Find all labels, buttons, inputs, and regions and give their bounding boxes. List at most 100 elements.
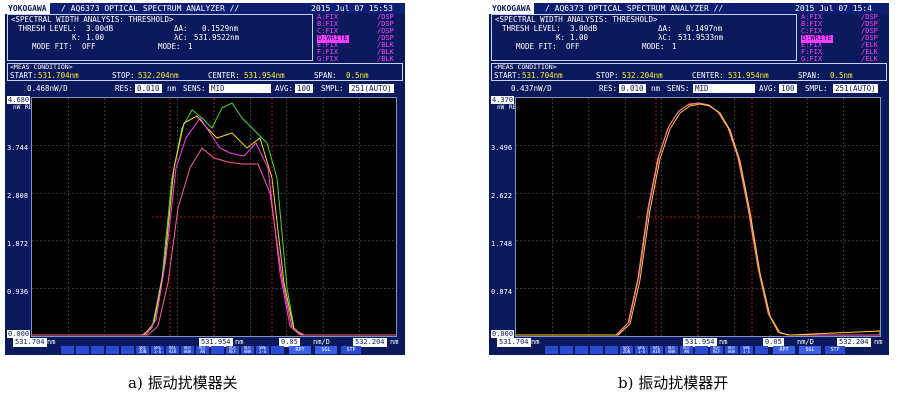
sens-field[interactable]: MID <box>693 84 755 93</box>
mode-label: MODE: <box>642 42 665 51</box>
softkey-2[interactable] <box>560 346 573 354</box>
softkey-src-1g[interactable]: SRC 1-G <box>151 346 164 354</box>
smpl-label: SMPL: <box>805 84 828 93</box>
delta-lambda-value: 0.1529nm <box>202 24 239 33</box>
softkey-2[interactable] <box>76 346 89 354</box>
softkey-4[interactable] <box>590 346 603 354</box>
softkey-3[interactable] <box>575 346 588 354</box>
x-start-unit: nm <box>531 338 540 346</box>
trace-e-status[interactable]: E:FIX <box>801 41 823 49</box>
span-value: 0.5nm <box>830 71 853 80</box>
trace-c-status[interactable]: C:FIX <box>317 27 339 35</box>
softkey-4[interactable] <box>106 346 119 354</box>
trace-b-status[interactable]: B:FIX <box>801 20 823 28</box>
y-tick-4: 0.874 <box>491 288 513 296</box>
smpl-field[interactable]: 251(AUTO) <box>833 84 878 93</box>
trace-e-disp: /BLK <box>377 41 394 49</box>
y-tick-2: 2.622 <box>491 192 513 200</box>
res-field[interactable]: 0.010 <box>135 84 162 93</box>
softkey-swe-1g[interactable]: SWE 1-G <box>256 346 269 354</box>
center-label: CENTER: <box>208 71 240 80</box>
trace-b-status[interactable]: B:FIX <box>317 20 339 28</box>
single-button[interactable]: SGL <box>315 346 337 354</box>
thresh-label: THRESH LEVEL: <box>502 24 561 33</box>
span-label: SPAN: <box>798 71 821 80</box>
softkey-aut-an[interactable]: AUT AN <box>196 346 209 354</box>
y-tick-3: 1.748 <box>491 240 513 248</box>
spectrum-plot-a <box>32 98 396 336</box>
trace-c-disp: /DSP <box>377 27 394 35</box>
res-field[interactable]: 0.010 <box>619 84 646 93</box>
trace-a-status[interactable]: A:FIX <box>801 13 823 21</box>
x-axis-row: 531.704 nm 531.954 nm 0.05 nm/D 532.204 … <box>491 338 887 347</box>
single-button[interactable]: SGL <box>799 346 821 354</box>
spectrum-graph[interactable] <box>515 97 881 337</box>
trace-a-status[interactable]: A:FIX <box>317 13 339 21</box>
start-label: START: <box>494 71 522 80</box>
trace-b-disp: /DSP <box>377 20 394 28</box>
softkey-1[interactable] <box>61 346 74 354</box>
softkey-15[interactable] <box>271 346 284 354</box>
stop-value: 532.204nm <box>622 71 663 80</box>
softkey-aut-ref[interactable]: AUT REF <box>226 346 239 354</box>
thresh-value: 3.00dB <box>86 24 114 33</box>
softkey-src-1g[interactable]: SRC 1-G <box>635 346 648 354</box>
caption-b: b) 振动扰模器开 <box>618 374 729 392</box>
x-axis-row: 531.704 nm 531.954 nm 0.05 nm/D 532.204 … <box>7 338 403 347</box>
softkey-5[interactable] <box>605 346 618 354</box>
trace-status-list: A:FIX B:FIX C:FIX D:WRITE E:FIX F:FIX G:… <box>801 13 887 63</box>
softkey-aut-an[interactable]: AUT AN <box>680 346 693 354</box>
trace-e-status[interactable]: E:FIX <box>317 41 339 49</box>
softkey-15[interactable] <box>755 346 768 354</box>
trace-f-status[interactable]: F:FIX <box>801 48 823 56</box>
avg-field[interactable]: 100 <box>779 84 797 93</box>
x-div: 0.05 <box>763 338 784 347</box>
softkey-src-zon[interactable]: SRC ZON <box>136 346 149 354</box>
trace-b-disp: /DSP <box>861 20 878 28</box>
spectral-width-panel: <SPECTRAL WIDTH ANALYSIS: THRESHOLD> THR… <box>7 14 313 61</box>
softkey-aut-ana[interactable]: AUT ANA <box>181 346 194 354</box>
softkey-aut-ref[interactable]: AUT REF <box>710 346 723 354</box>
repeat-button[interactable]: RPT <box>773 346 795 354</box>
softkey-swe-1g[interactable]: SWE 1-G <box>740 346 753 354</box>
sens-field[interactable]: MID <box>209 84 271 93</box>
softkey-11[interactable] <box>695 346 708 354</box>
yokogawa-logo: YOKOGAWA <box>5 3 50 14</box>
spectrum-plot-b <box>516 98 880 336</box>
spectrum-graph[interactable] <box>31 97 397 337</box>
stop-button[interactable]: STP <box>341 346 361 354</box>
softkey-aut-ana-2[interactable]: AUT ANA <box>241 346 254 354</box>
trace-g-disp: /ELK <box>861 55 878 63</box>
modefit-value: OFF <box>566 42 580 51</box>
trace-d-disp: /DSP <box>377 34 394 42</box>
avg-label: AVG: <box>759 84 778 93</box>
caption-a: a) 振动扰模器关 <box>128 374 238 392</box>
x-div: 0.05 <box>279 338 300 347</box>
k-value: 1.00 <box>86 33 105 42</box>
repeat-button[interactable]: RPT <box>289 346 311 354</box>
softkey-11[interactable] <box>211 346 224 354</box>
avg-field[interactable]: 100 <box>295 84 313 93</box>
x-div-unit: nm/D <box>797 338 814 346</box>
softkey-vac-air[interactable]: VAC AIR <box>650 346 663 354</box>
softkey-aut-ana[interactable]: AUT ANA <box>665 346 678 354</box>
cond-header: <MEAS CONDITION> <box>10 63 73 71</box>
softkey-1[interactable] <box>545 346 558 354</box>
softkey-aut-ana-2[interactable]: AUT ANA <box>725 346 738 354</box>
softkey-src-zon[interactable]: SRC ZON <box>620 346 633 354</box>
datetime: 2015 Jul 07 15:53 <box>311 4 393 13</box>
stop-button[interactable]: STP <box>825 346 845 354</box>
trace-d-status[interactable]: D:WRITE <box>801 34 833 43</box>
softkey-5[interactable] <box>121 346 134 354</box>
trace-c-status[interactable]: C:FIX <box>801 27 823 35</box>
y-top-value: 4.680 <box>7 96 31 104</box>
trace-g-status[interactable]: G:FIX <box>801 55 823 63</box>
trace-f-status[interactable]: F:FIX <box>317 48 339 56</box>
smpl-field[interactable]: 251(AUTO) <box>349 84 394 93</box>
trace-d-status[interactable]: D:WRITE <box>317 34 349 43</box>
stop-label: STOP: <box>112 71 135 80</box>
softkey-vac-air[interactable]: VAC AIR <box>166 346 179 354</box>
x-center-unit: nm <box>719 338 728 346</box>
trace-g-status[interactable]: G:FIX <box>317 55 339 63</box>
softkey-3[interactable] <box>91 346 104 354</box>
